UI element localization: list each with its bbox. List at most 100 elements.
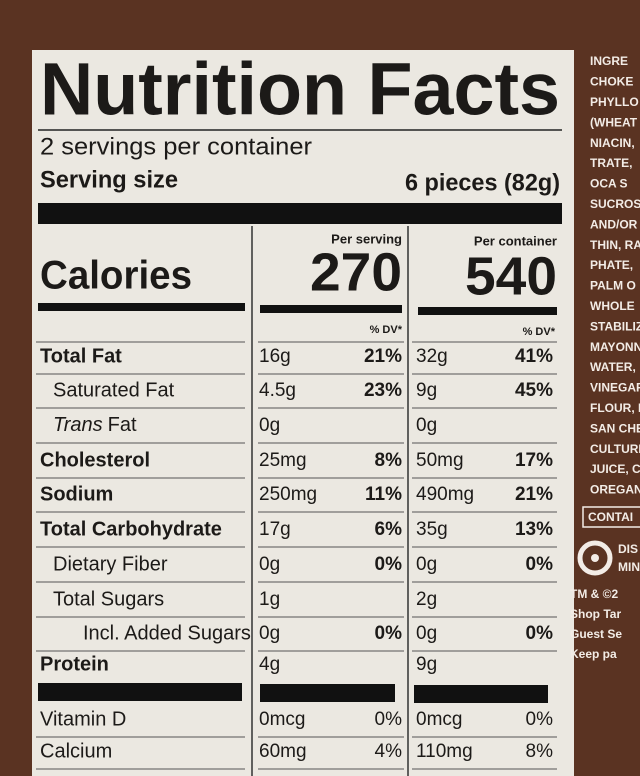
contains: CONTAI <box>588 510 633 524</box>
footer-text: Keep pa <box>570 647 617 661</box>
calories-label: Calories <box>40 254 192 298</box>
amount: 0g <box>259 554 280 575</box>
amount: 50mg <box>416 450 464 471</box>
amount: 110mg <box>416 741 473 762</box>
ingredient-fragment: PALM O <box>590 279 636 293</box>
amount: 2g <box>416 589 437 610</box>
bar <box>414 685 548 703</box>
servings: 2 servings per container <box>40 133 312 160</box>
amount: 0g <box>259 623 280 644</box>
daily-value: 0% <box>526 554 554 575</box>
thick-bar <box>38 203 562 224</box>
amount: 250mg <box>259 484 317 505</box>
amount: 0g <box>416 554 437 575</box>
daily-value: 21% <box>515 484 553 505</box>
footer-text: TM & ©2 <box>570 587 619 601</box>
nutrient-label: Calcium <box>40 740 112 762</box>
daily-value: 45% <box>515 380 553 401</box>
serving-size-value: 6 pieces (82g) <box>405 169 560 196</box>
column-header: Per container <box>474 233 557 248</box>
nutrient-label: Trans Fat <box>53 414 137 436</box>
nutrient-label: Cholesterol <box>40 449 150 471</box>
daily-value: 4% <box>375 741 403 762</box>
amount: 0g <box>416 415 437 436</box>
daily-value: 17% <box>515 450 553 471</box>
ingredient-fragment: TRATE, <box>590 156 632 170</box>
ingredient-fragment: CHOKE <box>590 75 633 89</box>
amount: 490mg <box>416 484 474 505</box>
daily-value: 41% <box>515 346 553 367</box>
bar <box>38 683 242 701</box>
amount: 4.5g <box>259 380 296 401</box>
daily-value: 0% <box>375 554 403 575</box>
ingredient-fragment: JUICE, C <box>590 462 640 476</box>
bar <box>418 307 557 315</box>
ingredient-fragment: WHOLE <box>590 299 635 313</box>
nutrient-label: Dietary Fiber <box>53 553 168 575</box>
amount: 1g <box>259 589 280 610</box>
amount: 9g <box>416 380 437 401</box>
nutrient-label: Incl. Added Sugars <box>83 622 251 644</box>
amount: 32g <box>416 346 448 367</box>
amount: 0g <box>259 415 280 436</box>
daily-value: 11% <box>365 484 402 505</box>
amount: 60mg <box>259 741 307 762</box>
column-header: Per serving <box>331 231 402 246</box>
amount: 16g <box>259 346 291 367</box>
logo <box>591 554 599 562</box>
daily-value: 6% <box>375 519 403 540</box>
ingredient-fragment: THIN, RA <box>590 238 640 252</box>
ingredient-fragment: CULTURE <box>590 442 640 456</box>
ingredient-fragment: PHATE, <box>590 258 633 272</box>
bar <box>38 303 245 311</box>
nutrient-label: Total Sugars <box>53 588 164 610</box>
daily-value: 0% <box>526 709 554 730</box>
nutrient-label: Total Carbohydrate <box>40 518 222 540</box>
daily-value: 21% <box>364 346 402 367</box>
serving-size-label: Serving size <box>40 166 178 193</box>
ingredient-fragment: (WHEAT <box>590 115 638 129</box>
dv-header: % DV* <box>370 324 403 336</box>
ingredient-fragment: WATER, <box>590 360 636 374</box>
ingredient-fragment: PHYLLO <box>590 95 639 109</box>
ingredient-fragment: MAYONN <box>590 340 640 354</box>
daily-value: 0% <box>526 623 554 644</box>
ingredient-fragment: VINEGAR <box>590 381 640 395</box>
bar <box>260 684 395 702</box>
daily-value: 0% <box>375 623 403 644</box>
ingredient-fragment: STABILIZ <box>590 319 640 333</box>
ingredient-fragment: SUCROS <box>590 197 640 211</box>
bar <box>260 305 402 313</box>
nutrient-label-italic: Trans <box>53 414 103 436</box>
nutrient-label: Saturated Fat <box>53 379 175 401</box>
contains-box <box>582 506 640 528</box>
daily-value: 23% <box>364 380 402 401</box>
amount: 17g <box>259 519 291 540</box>
nutrient-label: Protein <box>40 653 109 675</box>
nutrient-label: Vitamin D <box>40 708 126 730</box>
daily-value: 0% <box>375 709 403 730</box>
ingredient-fragment: NIACIN, <box>590 136 635 150</box>
amount: 25mg <box>259 450 307 471</box>
ingredient-fragment: OREGANO <box>590 483 640 497</box>
daily-value: 8% <box>526 741 554 762</box>
calories-value: 540 <box>465 246 557 306</box>
brand-text: DIS <box>618 542 638 556</box>
ingredient-fragment: INGRE <box>590 54 628 68</box>
amount: 0mcg <box>416 709 462 730</box>
ingredient-fragment: SAN CHE <box>590 421 640 435</box>
nutrient-label: Sodium <box>40 483 113 505</box>
ingredient-fragment: AND/OR <box>590 217 638 231</box>
ingredient-fragment: OCA S <box>590 177 628 191</box>
title: Nutrition Facts <box>40 48 560 131</box>
label-panel <box>32 50 574 776</box>
brand-text: MIN <box>618 560 640 574</box>
calories-value: 270 <box>310 242 402 302</box>
amount: 35g <box>416 519 448 540</box>
nutrient-label: Total Fat <box>40 345 122 367</box>
amount: 0g <box>416 623 437 644</box>
daily-value: 8% <box>375 450 403 471</box>
ingredient-fragment: FLOUR, E <box>590 401 640 415</box>
daily-value: 13% <box>515 519 553 540</box>
